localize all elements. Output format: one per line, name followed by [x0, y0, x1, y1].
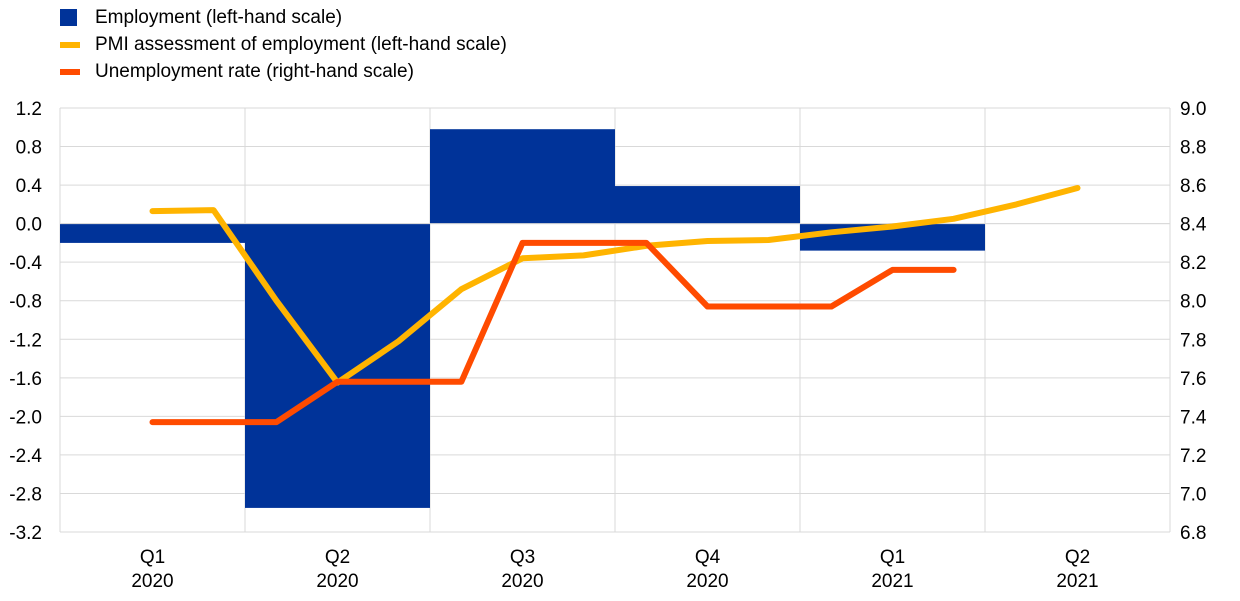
left-tick-label-7: -1.6: [9, 369, 42, 390]
legend-item-employment: Employment (left-hand scale): [60, 4, 507, 31]
left-tick-label-10: -2.8: [9, 484, 42, 505]
right-tick-label-4: 8.2: [1180, 253, 1206, 274]
right-tick-label-9: 7.2: [1180, 446, 1206, 467]
legend-label-employment: Employment (left-hand scale): [95, 6, 343, 28]
bar-employment-0: [60, 223, 245, 243]
category-year-1: 2020: [316, 571, 358, 592]
left-tick-label-5: -0.8: [9, 292, 42, 313]
category-year-0: 2020: [131, 571, 173, 592]
legend-item-unemployment: Unemployment rate (right-hand scale): [60, 58, 507, 85]
legend-swatch-employment: [60, 9, 77, 26]
right-tick-label-3: 8.4: [1180, 215, 1207, 236]
right-tick-label-7: 7.6: [1180, 369, 1206, 390]
left-tick-label-1: 0.8: [16, 138, 42, 159]
category-label-3: Q4: [695, 547, 721, 568]
category-label-1: Q2: [325, 547, 350, 568]
bar-employment-2: [430, 129, 615, 224]
legend: Employment (left-hand scale) PMI assessm…: [60, 4, 507, 85]
right-tick-label-2: 8.6: [1180, 176, 1206, 197]
right-tick-label-0: 9.0: [1180, 99, 1206, 120]
right-tick-label-5: 8.0: [1180, 292, 1206, 313]
left-tick-label-11: -3.2: [9, 523, 42, 544]
category-year-2: 2020: [501, 571, 543, 592]
category-label-2: Q3: [510, 547, 535, 568]
category-label-4: Q1: [880, 547, 905, 568]
legend-label-pmi: PMI assessment of employment (left-hand …: [95, 33, 507, 55]
left-tick-label-6: -1.2: [9, 330, 42, 351]
category-label-0: Q1: [140, 547, 165, 568]
legend-label-unemployment: Unemployment rate (right-hand scale): [95, 60, 414, 82]
right-tick-label-11: 6.8: [1180, 523, 1206, 544]
bar-employment-3: [615, 186, 800, 224]
legend-item-pmi: PMI assessment of employment (left-hand …: [60, 31, 507, 58]
line-pmi-employment: [149, 185, 1081, 386]
left-tick-label-0: 1.2: [16, 99, 42, 120]
line-unemployment-rate: [149, 239, 957, 426]
category-label-5: Q2: [1065, 547, 1090, 568]
right-tick-label-10: 7.0: [1180, 484, 1206, 505]
legend-swatch-unemployment: [60, 68, 80, 75]
left-tick-label-8: -2.0: [9, 407, 42, 428]
right-tick-label-6: 7.8: [1180, 330, 1206, 351]
left-tick-label-9: -2.4: [9, 446, 42, 467]
bar-employment-1: [245, 223, 430, 508]
left-tick-label-2: 0.4: [16, 176, 43, 197]
category-year-5: 2021: [1056, 571, 1098, 592]
right-tick-label-8: 7.4: [1180, 407, 1207, 428]
left-tick-label-3: 0.0: [16, 215, 42, 236]
right-tick-label-1: 8.8: [1180, 138, 1206, 159]
left-tick-label-4: -0.4: [9, 253, 42, 274]
category-year-4: 2021: [871, 571, 913, 592]
legend-swatch-pmi: [60, 41, 80, 48]
category-year-3: 2020: [686, 571, 728, 592]
